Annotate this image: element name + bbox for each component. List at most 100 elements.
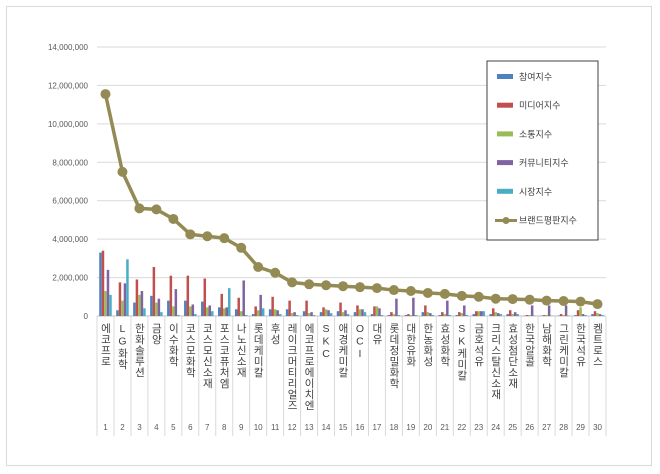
bar-소통지수 <box>392 314 396 316</box>
category-number: 3 <box>137 423 142 432</box>
bar-소통지수 <box>494 312 497 316</box>
bar-미디어지수 <box>135 279 139 316</box>
bar-시장지수 <box>448 315 452 316</box>
bar-시장지수 <box>177 315 180 316</box>
bar-시장지수 <box>414 315 418 316</box>
bar-미디어지수 <box>101 250 105 316</box>
bar-참여지수 <box>167 300 170 316</box>
line-point <box>117 166 128 177</box>
bar-미디어지수 <box>356 305 359 316</box>
line-point <box>338 281 349 292</box>
bar-참여지수 <box>116 310 119 316</box>
bar-커뮤니티지수 <box>242 280 245 316</box>
bar-미디어지수 <box>491 308 495 316</box>
line-point <box>541 295 552 306</box>
line-point <box>592 299 603 310</box>
y-tick-label: 2,000,000 <box>52 274 88 283</box>
category-label: 한농화성 <box>422 323 434 367</box>
bar-소통지수 <box>307 313 311 316</box>
category-number: 10 <box>254 423 263 432</box>
category-label: 롯데정밀화학 <box>388 323 400 389</box>
bar-시장지수 <box>244 315 248 316</box>
line-point <box>490 293 501 304</box>
bar-소통지수 <box>562 315 565 316</box>
category-number: 1 <box>103 423 108 432</box>
bar-미디어지수 <box>288 300 291 316</box>
bar-시장지수 <box>143 308 146 316</box>
bar-미디어지수 <box>407 314 410 316</box>
bar-미디어지수 <box>390 312 393 316</box>
line-point <box>473 291 484 302</box>
legend-label: 시장지수 <box>519 187 552 197</box>
y-tick-label: 6,000,000 <box>52 197 88 206</box>
legend-swatch <box>497 102 513 108</box>
bar-소통지수 <box>155 302 158 316</box>
bar-참여지수 <box>489 314 492 316</box>
category-label: 이수화학 <box>167 323 179 367</box>
bar-시장지수 <box>278 314 282 316</box>
bar-커뮤니티지수 <box>361 309 364 316</box>
line-point <box>507 294 518 305</box>
line-point <box>151 204 162 215</box>
line-point <box>354 282 365 293</box>
bar-미디어지수 <box>542 315 546 316</box>
bar-미디어지수 <box>559 314 563 316</box>
bar-미디어지수 <box>220 293 223 316</box>
bar-소통지수 <box>121 300 124 316</box>
legend-label: 참여지수 <box>519 71 552 82</box>
bar-커뮤니티지수 <box>530 305 534 316</box>
bar-시장지수 <box>346 314 350 316</box>
category-number: 4 <box>154 423 159 432</box>
bar-소통지수 <box>409 315 413 316</box>
bar-소통지수 <box>477 311 480 316</box>
bar-소통지수 <box>375 306 379 316</box>
category-number: 9 <box>239 423 244 432</box>
bar-소통지수 <box>256 310 260 316</box>
bar-커뮤니티지수 <box>123 283 127 316</box>
bar-미디어지수 <box>593 311 597 316</box>
line-point <box>575 296 586 307</box>
bar-소통지수 <box>545 315 548 316</box>
category-number: 22 <box>457 423 466 432</box>
bar-커뮤니티지수 <box>429 313 432 316</box>
category-number: 24 <box>491 423 500 432</box>
bar-시장지수 <box>261 308 265 316</box>
category-label: 금호석유 <box>473 323 485 367</box>
bar-소통지수 <box>324 309 328 316</box>
category-number: 25 <box>508 423 517 432</box>
bar-소통지수 <box>138 294 141 316</box>
bar-소통지수 <box>358 309 362 316</box>
bar-참여지수 <box>455 315 459 316</box>
category-number: 16 <box>356 423 365 432</box>
line-point <box>236 242 247 253</box>
bar-참여지수 <box>336 311 340 316</box>
line-point <box>321 280 332 291</box>
line-point <box>405 286 416 297</box>
bar-참여지수 <box>506 314 509 316</box>
bar-소통지수 <box>596 313 599 316</box>
legend-label: 소통지수 <box>519 129 552 139</box>
legend-box <box>486 60 599 241</box>
bar-미디어지수 <box>152 267 156 316</box>
category-label: 에코프로 <box>99 323 111 367</box>
bar-커뮤니티지수 <box>157 298 161 316</box>
y-tick-label: 12,000,000 <box>48 81 89 90</box>
bar-미디어지수 <box>424 305 427 316</box>
bar-참여지수 <box>302 311 306 316</box>
line-point <box>371 283 382 294</box>
bar-커뮤니티지수 <box>378 308 381 316</box>
bar-커뮤니티지수 <box>547 305 551 316</box>
bar-시장지수 <box>211 311 214 316</box>
category-label: 금양 <box>150 323 162 345</box>
line-point <box>270 267 281 278</box>
category-number: 14 <box>322 423 331 432</box>
line-point <box>524 294 535 305</box>
bar-커뮤니티지수 <box>463 305 466 316</box>
category-number: 19 <box>406 423 415 432</box>
bar-커뮤니티지수 <box>480 311 483 316</box>
category-label: 포스코퓨처엠 <box>218 323 230 389</box>
bar-소통지수 <box>528 315 531 316</box>
bar-미디어지수 <box>508 310 512 316</box>
bar-소통지수 <box>460 313 464 316</box>
